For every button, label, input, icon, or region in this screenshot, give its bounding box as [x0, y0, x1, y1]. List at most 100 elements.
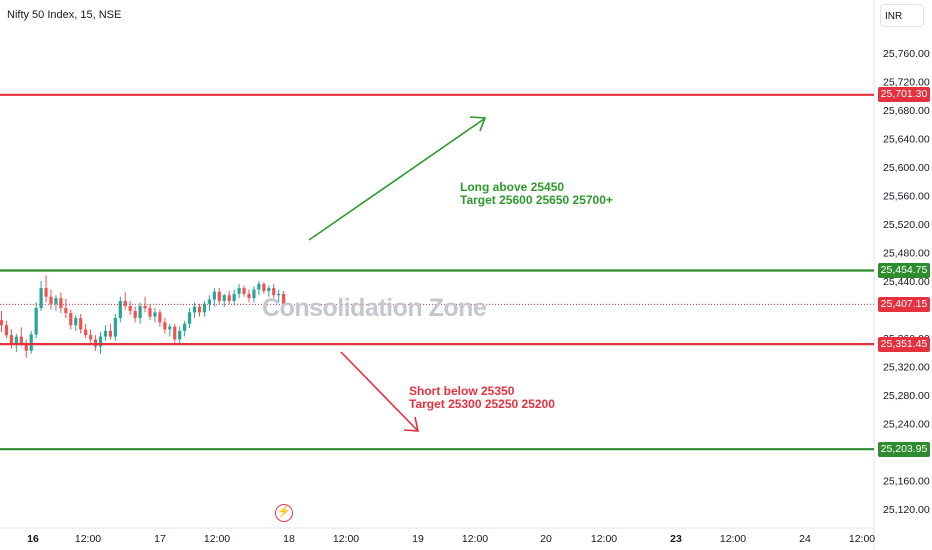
- candle-body: [282, 293, 286, 305]
- candle-body: [183, 323, 187, 331]
- price-tick-label: 25,760.00: [883, 48, 930, 60]
- candle-body: [93, 339, 98, 347]
- time-tick-label: 18: [283, 533, 295, 545]
- time-tick-label: 17: [154, 533, 166, 545]
- price-axis[interactable]: 25,760.00 25,720.00 25,680.00 25,640.00 25,6…: [883, 48, 930, 516]
- long-arrow[interactable]: [308, 118, 485, 241]
- time-tick-label: 12:00: [849, 533, 875, 545]
- time-tick-label: 23: [670, 533, 682, 545]
- axis-lines: [0, 0, 875, 550]
- candle-body: [84, 329, 88, 336]
- candle-body: [39, 288, 43, 309]
- candle-body: [207, 299, 211, 304]
- last-price-price-label: 25,407.15: [878, 296, 930, 312]
- candle-body: [69, 313, 73, 326]
- long-note-line-2: Target 25600 25650 25700+: [460, 193, 613, 207]
- candle-body: [262, 283, 266, 291]
- candles-group: [0, 275, 286, 358]
- level-lines-group[interactable]: [0, 93, 874, 451]
- time-tick-label: 12:00: [333, 533, 359, 545]
- price-tick-label: 25,600.00: [883, 162, 930, 174]
- candle-body: [0, 320, 4, 326]
- candle-body: [197, 306, 202, 313]
- candle-body: [158, 312, 162, 323]
- arrow-drawings[interactable]: [308, 116, 487, 432]
- candle-body: [192, 306, 197, 313]
- time-tick-label: 12:00: [204, 533, 230, 545]
- short-note[interactable]: Short below 25350 Target 25300 25250 252…: [409, 385, 555, 411]
- candle-body: [168, 326, 172, 330]
- candle-body: [118, 300, 122, 319]
- candle-body: [98, 336, 103, 347]
- price-tick-label: 25,680.00: [883, 105, 930, 117]
- long-arrowhead: [469, 116, 487, 132]
- resistance-top-price-label: 25,701.30: [878, 87, 930, 103]
- price-tick-label: 25,720.00: [883, 77, 930, 89]
- time-tick-label: 12:00: [591, 533, 617, 545]
- time-tick-label: 12:00: [720, 533, 746, 545]
- consolidation-zone-watermark: Consolidation Zone: [262, 294, 487, 322]
- price-tick-label: 25,640.00: [883, 134, 930, 146]
- candle-body: [128, 305, 132, 311]
- candle-body: [24, 343, 28, 351]
- range-low-price-label: 25,351.45: [878, 336, 930, 352]
- candle-body: [232, 293, 236, 301]
- candle-body: [108, 330, 112, 337]
- candle-body: [163, 322, 167, 330]
- price-tick-label: 25,240.00: [883, 419, 930, 431]
- candle-body: [267, 288, 271, 291]
- candle-body: [143, 305, 147, 309]
- candle-body: [222, 295, 226, 301]
- time-tick-label: 12:00: [75, 533, 101, 545]
- short-arrow[interactable]: [340, 351, 418, 431]
- price-tick-label: 25,440.00: [883, 276, 930, 288]
- candle-body: [133, 310, 137, 319]
- candle-body: [188, 312, 192, 324]
- candle-body: [103, 330, 108, 337]
- candle-body: [19, 336, 23, 344]
- time-tick-label: 19: [412, 533, 424, 545]
- candle-body: [49, 296, 53, 304]
- currency-button[interactable]: INR: [880, 4, 924, 27]
- range-high-price-label: 25,454.75: [878, 262, 930, 278]
- candle-body: [242, 288, 246, 294]
- candle-body: [64, 308, 68, 314]
- candle-body: [9, 335, 13, 344]
- symbol-title[interactable]: Nifty 50 Index, 15, NSE: [7, 9, 122, 21]
- price-tick-label: 25,520.00: [883, 219, 930, 231]
- candle-body: [277, 293, 281, 296]
- lightning-icon[interactable]: ⚡: [275, 504, 293, 522]
- short-arrowhead: [403, 416, 420, 432]
- candle-body: [237, 288, 241, 294]
- candle-body: [252, 289, 256, 299]
- short-note-line-2: Target 25300 25250 25200: [409, 397, 555, 411]
- candle-body: [227, 295, 231, 301]
- candle-body: [123, 300, 127, 306]
- price-tick-label: 25,120.00: [883, 504, 930, 516]
- long-note[interactable]: Long above 25450 Target 25600 25650 2570…: [460, 181, 613, 207]
- time-tick-label: 24: [799, 533, 811, 545]
- candle-body: [272, 288, 276, 296]
- candle-body: [54, 298, 58, 304]
- candle-body: [257, 283, 261, 290]
- price-tick-label: 25,280.00: [883, 390, 930, 402]
- candle-body: [79, 318, 83, 330]
- candle-body: [34, 308, 38, 335]
- short-note-line-1: Short below 25350: [409, 384, 515, 398]
- candle-body: [247, 293, 251, 299]
- candle-body: [74, 318, 78, 326]
- candle-body: [173, 326, 177, 340]
- time-tick-label: 12:00: [462, 533, 488, 545]
- time-axis[interactable]: 16 12:00 17 12:00 18 12:00 19 12:00 20 12:00 23 12:…: [27, 533, 875, 545]
- candle-body: [212, 291, 216, 300]
- candle-body: [148, 308, 152, 317]
- candle-body: [153, 312, 157, 317]
- candle-body: [14, 336, 18, 344]
- time-tick-label: 16: [27, 533, 39, 545]
- support-bottom-price-label: 25,203.95: [878, 441, 930, 457]
- candle-body: [44, 288, 48, 297]
- candle-body: [178, 330, 182, 340]
- time-tick-label: 20: [540, 533, 552, 545]
